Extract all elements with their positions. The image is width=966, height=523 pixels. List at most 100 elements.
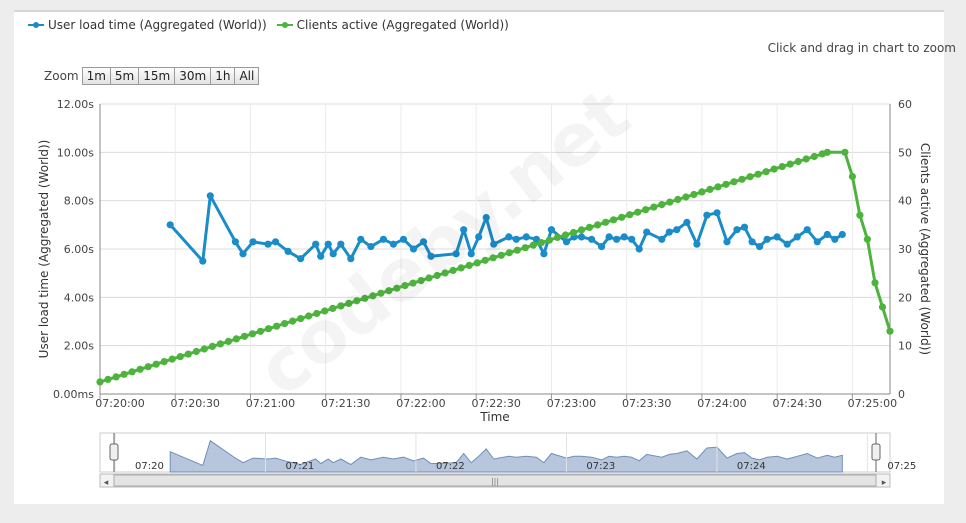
data-point: [136, 365, 144, 373]
y-left-tick-label: 12.00s: [57, 98, 94, 111]
data-point: [505, 233, 513, 241]
navigator-tick-label: 07:21: [285, 461, 314, 472]
x-tick-label: 07:20:00: [95, 397, 144, 410]
data-point: [658, 235, 666, 243]
data-point: [613, 235, 621, 243]
y-right-tick-label: 30: [898, 243, 912, 256]
data-point: [521, 244, 529, 252]
scrollbar-thumb: [113, 474, 877, 487]
data-point: [393, 284, 401, 292]
data-point: [475, 233, 483, 241]
data-point: [489, 254, 497, 262]
data-point: [650, 203, 658, 211]
data-point: [693, 240, 701, 248]
data-point: [465, 261, 473, 269]
legend-line-marker-icon: [276, 20, 293, 30]
data-point: [168, 355, 176, 363]
data-point: [452, 250, 460, 258]
data-point: [666, 198, 674, 206]
data-point: [96, 378, 104, 386]
data-point: [481, 256, 489, 264]
data-point: [643, 228, 651, 236]
data-point: [713, 209, 721, 217]
data-point: [313, 309, 321, 318]
data-point: [240, 332, 249, 340]
data-point: [232, 335, 240, 343]
series-line-clients-active: [99, 150, 892, 384]
data-point: [104, 375, 112, 383]
data-point: [740, 223, 749, 231]
data-point: [419, 238, 428, 246]
legend-item-user-load-time[interactable]: User load time (Aggregated (World)): [28, 18, 267, 32]
data-point: [256, 327, 265, 335]
data-point: [473, 259, 481, 267]
data-point: [738, 175, 746, 183]
x-tick-label: 07:24:00: [697, 397, 746, 410]
data-point: [605, 233, 613, 241]
data-point: [385, 287, 393, 295]
navigator-tick-label: 07:24: [737, 461, 766, 472]
data-point: [231, 238, 239, 246]
legend-item-clients-active[interactable]: Clients active (Aggregated (World)): [276, 18, 509, 32]
y-left-tick-label: 10.00s: [57, 146, 94, 159]
data-point: [762, 168, 770, 176]
legend-label: User load time (Aggregated (World)): [48, 18, 267, 32]
data-point: [482, 214, 490, 222]
data-point: [505, 249, 513, 257]
data-point: [674, 195, 682, 204]
x-axis-title: Time: [479, 410, 509, 424]
zoom-label: Zoom: [44, 69, 79, 83]
data-point: [409, 245, 418, 253]
data-point: [746, 173, 754, 181]
navigator-tick-label: 07:22: [436, 461, 465, 472]
data-point: [264, 325, 273, 333]
data-point: [522, 233, 530, 241]
data-point: [128, 368, 136, 376]
navigator-handle-icon: [871, 443, 881, 461]
data-point: [722, 180, 730, 188]
data-point: [793, 233, 801, 241]
data-point: [585, 223, 594, 231]
zoom-button-all[interactable]: All: [234, 67, 260, 85]
scroll-right-arrow-icon: ▸: [882, 478, 887, 488]
data-point: [547, 226, 556, 234]
data-point: [598, 243, 606, 251]
x-tick-label: 07:21:00: [246, 397, 295, 410]
data-point: [200, 345, 208, 353]
data-point: [706, 185, 714, 193]
zoom-button-30m[interactable]: 30m: [174, 67, 212, 85]
data-point: [208, 342, 216, 350]
data-point: [577, 233, 586, 241]
data-point: [249, 238, 257, 246]
data-point: [756, 243, 764, 251]
data-point: [317, 252, 325, 260]
data-point: [863, 235, 872, 243]
data-point: [273, 322, 281, 330]
data-point: [347, 255, 355, 263]
data-point: [730, 178, 738, 186]
data-point: [802, 155, 810, 163]
data-point: [703, 211, 711, 219]
data-point: [594, 221, 602, 229]
data-point: [248, 330, 257, 338]
data-point: [610, 216, 618, 224]
data-point: [377, 289, 385, 297]
data-point: [297, 255, 305, 263]
x-tick-label: 07:23:00: [547, 397, 596, 410]
navigator-series-area: [169, 439, 843, 473]
data-point: [369, 292, 377, 300]
x-tick-label: 07:23:30: [622, 397, 671, 410]
data-point: [626, 211, 634, 219]
data-point: [497, 251, 505, 259]
x-tick-label: 07:22:00: [396, 397, 445, 410]
data-point: [553, 233, 562, 242]
data-point: [569, 228, 578, 237]
data-point: [733, 226, 741, 234]
data-point: [831, 235, 839, 243]
x-tick-label: 07:24:30: [772, 397, 821, 410]
data-point: [345, 299, 353, 307]
scroll-left-arrow-icon: ◂: [104, 478, 109, 488]
data-point: [490, 240, 498, 248]
data-point: [433, 271, 441, 280]
